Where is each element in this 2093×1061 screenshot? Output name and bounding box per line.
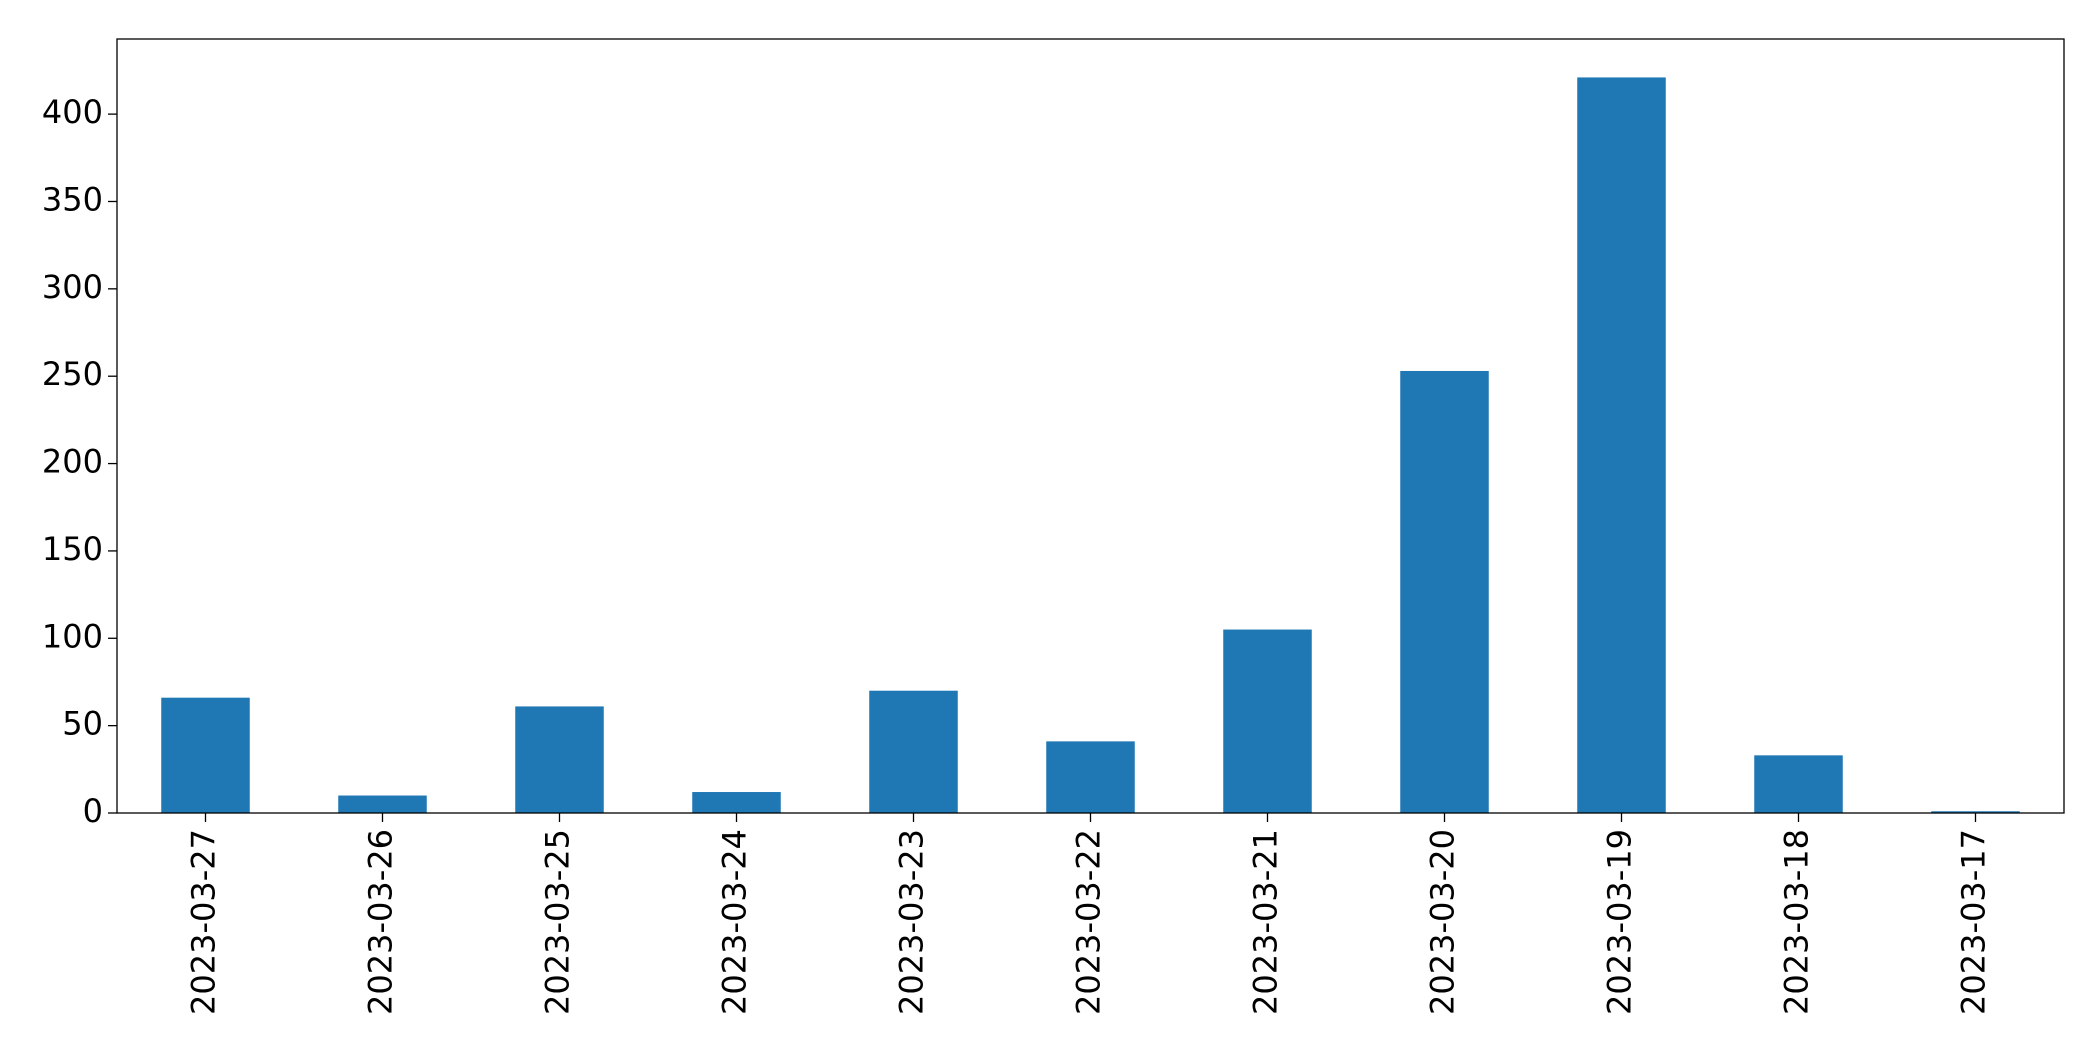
bar	[1400, 370, 1489, 813]
bar	[1931, 811, 2020, 813]
y-tick-label: 150	[42, 530, 103, 568]
x-tick-label: 2023-03-17	[1955, 829, 1993, 1015]
bar	[1223, 629, 1312, 813]
x-tick-label: 2023-03-22	[1070, 829, 1108, 1015]
y-tick-label: 100	[42, 617, 103, 655]
y-tick-label: 250	[42, 355, 103, 393]
x-tick-label: 2023-03-23	[893, 829, 931, 1015]
bar	[1754, 755, 1843, 813]
plot-frame	[116, 38, 2065, 814]
bar	[1577, 77, 1666, 813]
bar	[161, 697, 250, 813]
x-tick-label: 2023-03-21	[1247, 829, 1285, 1015]
x-tick-label: 2023-03-26	[362, 829, 400, 1015]
bar	[1046, 741, 1135, 813]
bar	[869, 690, 958, 813]
bar	[515, 706, 604, 813]
y-tick-label: 50	[62, 705, 103, 743]
x-tick-label: 2023-03-20	[1424, 829, 1462, 1015]
y-tick-label: 350	[42, 180, 103, 218]
y-tick-label: 400	[42, 93, 103, 131]
x-tick-label: 2023-03-19	[1601, 829, 1639, 1015]
bar	[338, 795, 427, 813]
x-tick-label: 2023-03-18	[1778, 829, 1816, 1015]
y-tick-label: 0	[83, 792, 103, 830]
x-tick-label: 2023-03-27	[185, 829, 223, 1015]
y-tick-label: 200	[42, 443, 103, 481]
bar	[692, 792, 781, 813]
y-tick-label: 300	[42, 268, 103, 306]
x-tick-label: 2023-03-24	[716, 829, 754, 1015]
x-tick-label: 2023-03-25	[539, 829, 577, 1015]
